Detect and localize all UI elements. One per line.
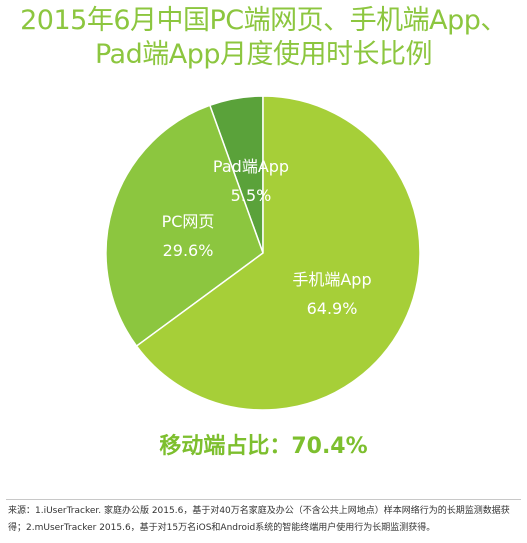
mobile-share-summary: 移动端占比：70.4% xyxy=(159,434,368,459)
slice-value-label: 29.6% xyxy=(163,241,214,260)
divider xyxy=(6,499,521,500)
slice-value-label: 64.9% xyxy=(307,299,358,318)
chart-title-line-1: 2015年6月中国PC端网页、手机端App、 xyxy=(20,5,507,36)
pie-slice xyxy=(135,95,421,411)
chart-title-line-2: Pad端App月度使用时长比例 xyxy=(94,39,433,70)
pie-slice xyxy=(105,104,264,348)
slice-category-label: PC网页 xyxy=(162,212,215,231)
slice-value-label: 5.5% xyxy=(231,186,272,205)
slice-category-label: Pad端App xyxy=(213,157,289,176)
source-note: 来源：1.iUserTracker. 家庭办公版 2015.6，基于对40万名家… xyxy=(8,503,520,537)
slice-category-label: 手机端App xyxy=(292,270,371,289)
source-note-line-1: 来源：1.iUserTracker. 家庭办公版 2015.6，基于对40万名家… xyxy=(8,506,510,516)
chart-title: 2015年6月中国PC端网页、手机端App、 Pad端App月度使用时长比例 xyxy=(0,4,527,72)
source-note-line-2: 得；2.mUserTracker 2015.6，基于对15万名iOS和Andro… xyxy=(8,523,436,533)
